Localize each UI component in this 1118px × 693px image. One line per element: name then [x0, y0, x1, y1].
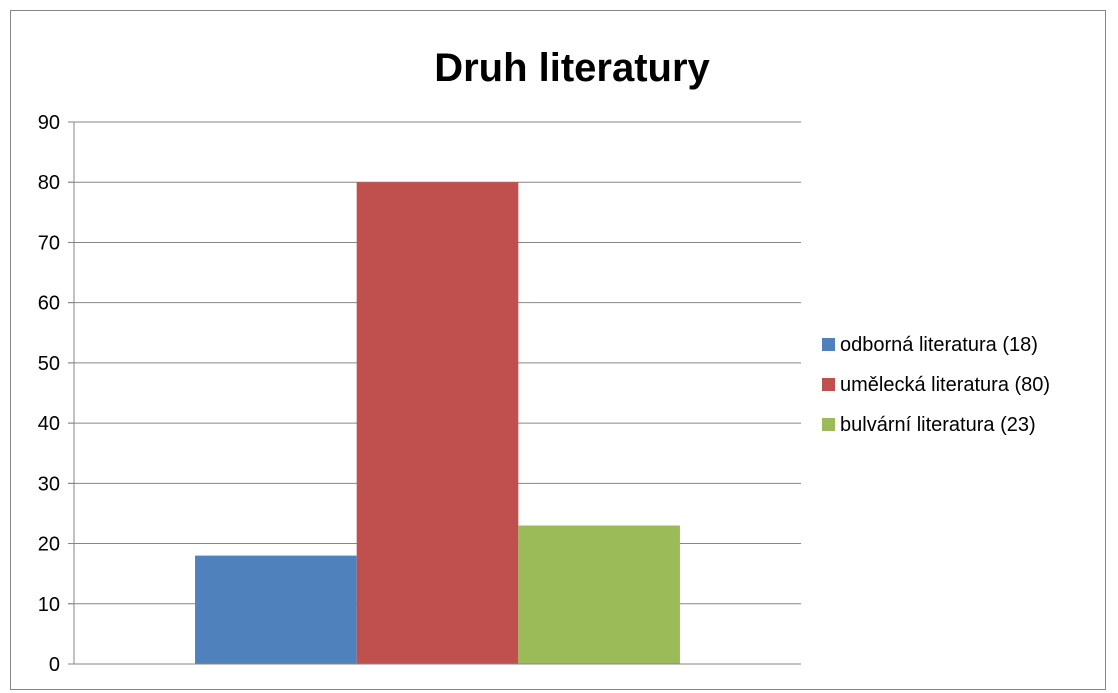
legend-swatch [822, 378, 835, 391]
y-tick-label: 20 [38, 534, 60, 556]
bar-1 [195, 555, 357, 664]
bar-2 [356, 182, 519, 664]
chart-frame: Druh literatury 0 10 20 30 40 50 60 70 80 90 odbo… [10, 10, 1106, 690]
y-tick-label: 0 [49, 654, 60, 676]
legend-label: odborná literatura (18) [840, 334, 1038, 356]
legend-swatch [822, 338, 835, 351]
bar-3 [518, 525, 680, 664]
legend-label: bulvární literatura (23) [840, 414, 1036, 436]
y-tick-label: 10 [38, 594, 60, 616]
y-tick-label: 60 [38, 293, 60, 315]
legend: odborná literatura (18) umělecká literatu… [822, 334, 1050, 436]
y-tick-label: 80 [38, 172, 60, 194]
chart-title: Druh literatury [434, 46, 710, 90]
y-tick-label: 70 [38, 232, 60, 254]
bar-chart: Druh literatury 0 10 20 30 40 50 60 70 80 90 odbo… [38, 46, 1050, 676]
legend-label: umělecká literatura (80) [840, 374, 1050, 396]
y-tick-label: 90 [38, 112, 60, 134]
y-tick-label: 40 [38, 413, 60, 435]
y-tick-label: 30 [38, 473, 60, 495]
axes [73, 122, 801, 665]
y-axis-ticks: 0 10 20 30 40 50 60 70 80 90 [38, 112, 74, 676]
bars [195, 182, 680, 664]
legend-swatch [822, 418, 835, 431]
y-tick-label: 50 [38, 353, 60, 375]
